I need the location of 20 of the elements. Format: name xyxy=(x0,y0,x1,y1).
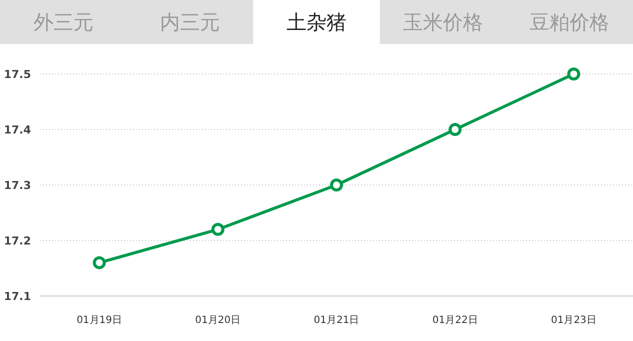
y-tick-label: 17.5 xyxy=(4,68,31,81)
y-tick-label: 17.1 xyxy=(4,290,31,303)
x-tick-label: 01月21日 xyxy=(314,315,360,326)
point xyxy=(567,68,580,80)
y-tick-label: 17.3 xyxy=(4,179,31,192)
x-tick-label: 01月22日 xyxy=(432,315,478,326)
x-tick-label: 01月19日 xyxy=(76,315,122,326)
text: 玉米价格 xyxy=(403,10,484,34)
text: 内三元 xyxy=(160,10,220,34)
point xyxy=(92,256,106,270)
point xyxy=(211,222,224,236)
y-tick-label: 17.2 xyxy=(4,234,31,248)
x-tick-label: 01月23日 xyxy=(550,315,596,326)
point xyxy=(448,123,462,136)
chart-title: 土杂猪 xyxy=(286,10,346,34)
text: 豆粕价格 xyxy=(530,10,610,34)
x-tick-label: 01月20日 xyxy=(195,315,241,326)
point xyxy=(330,178,343,192)
y-tick-label: 17.4 xyxy=(4,124,32,136)
text: 外三元 xyxy=(33,10,94,34)
